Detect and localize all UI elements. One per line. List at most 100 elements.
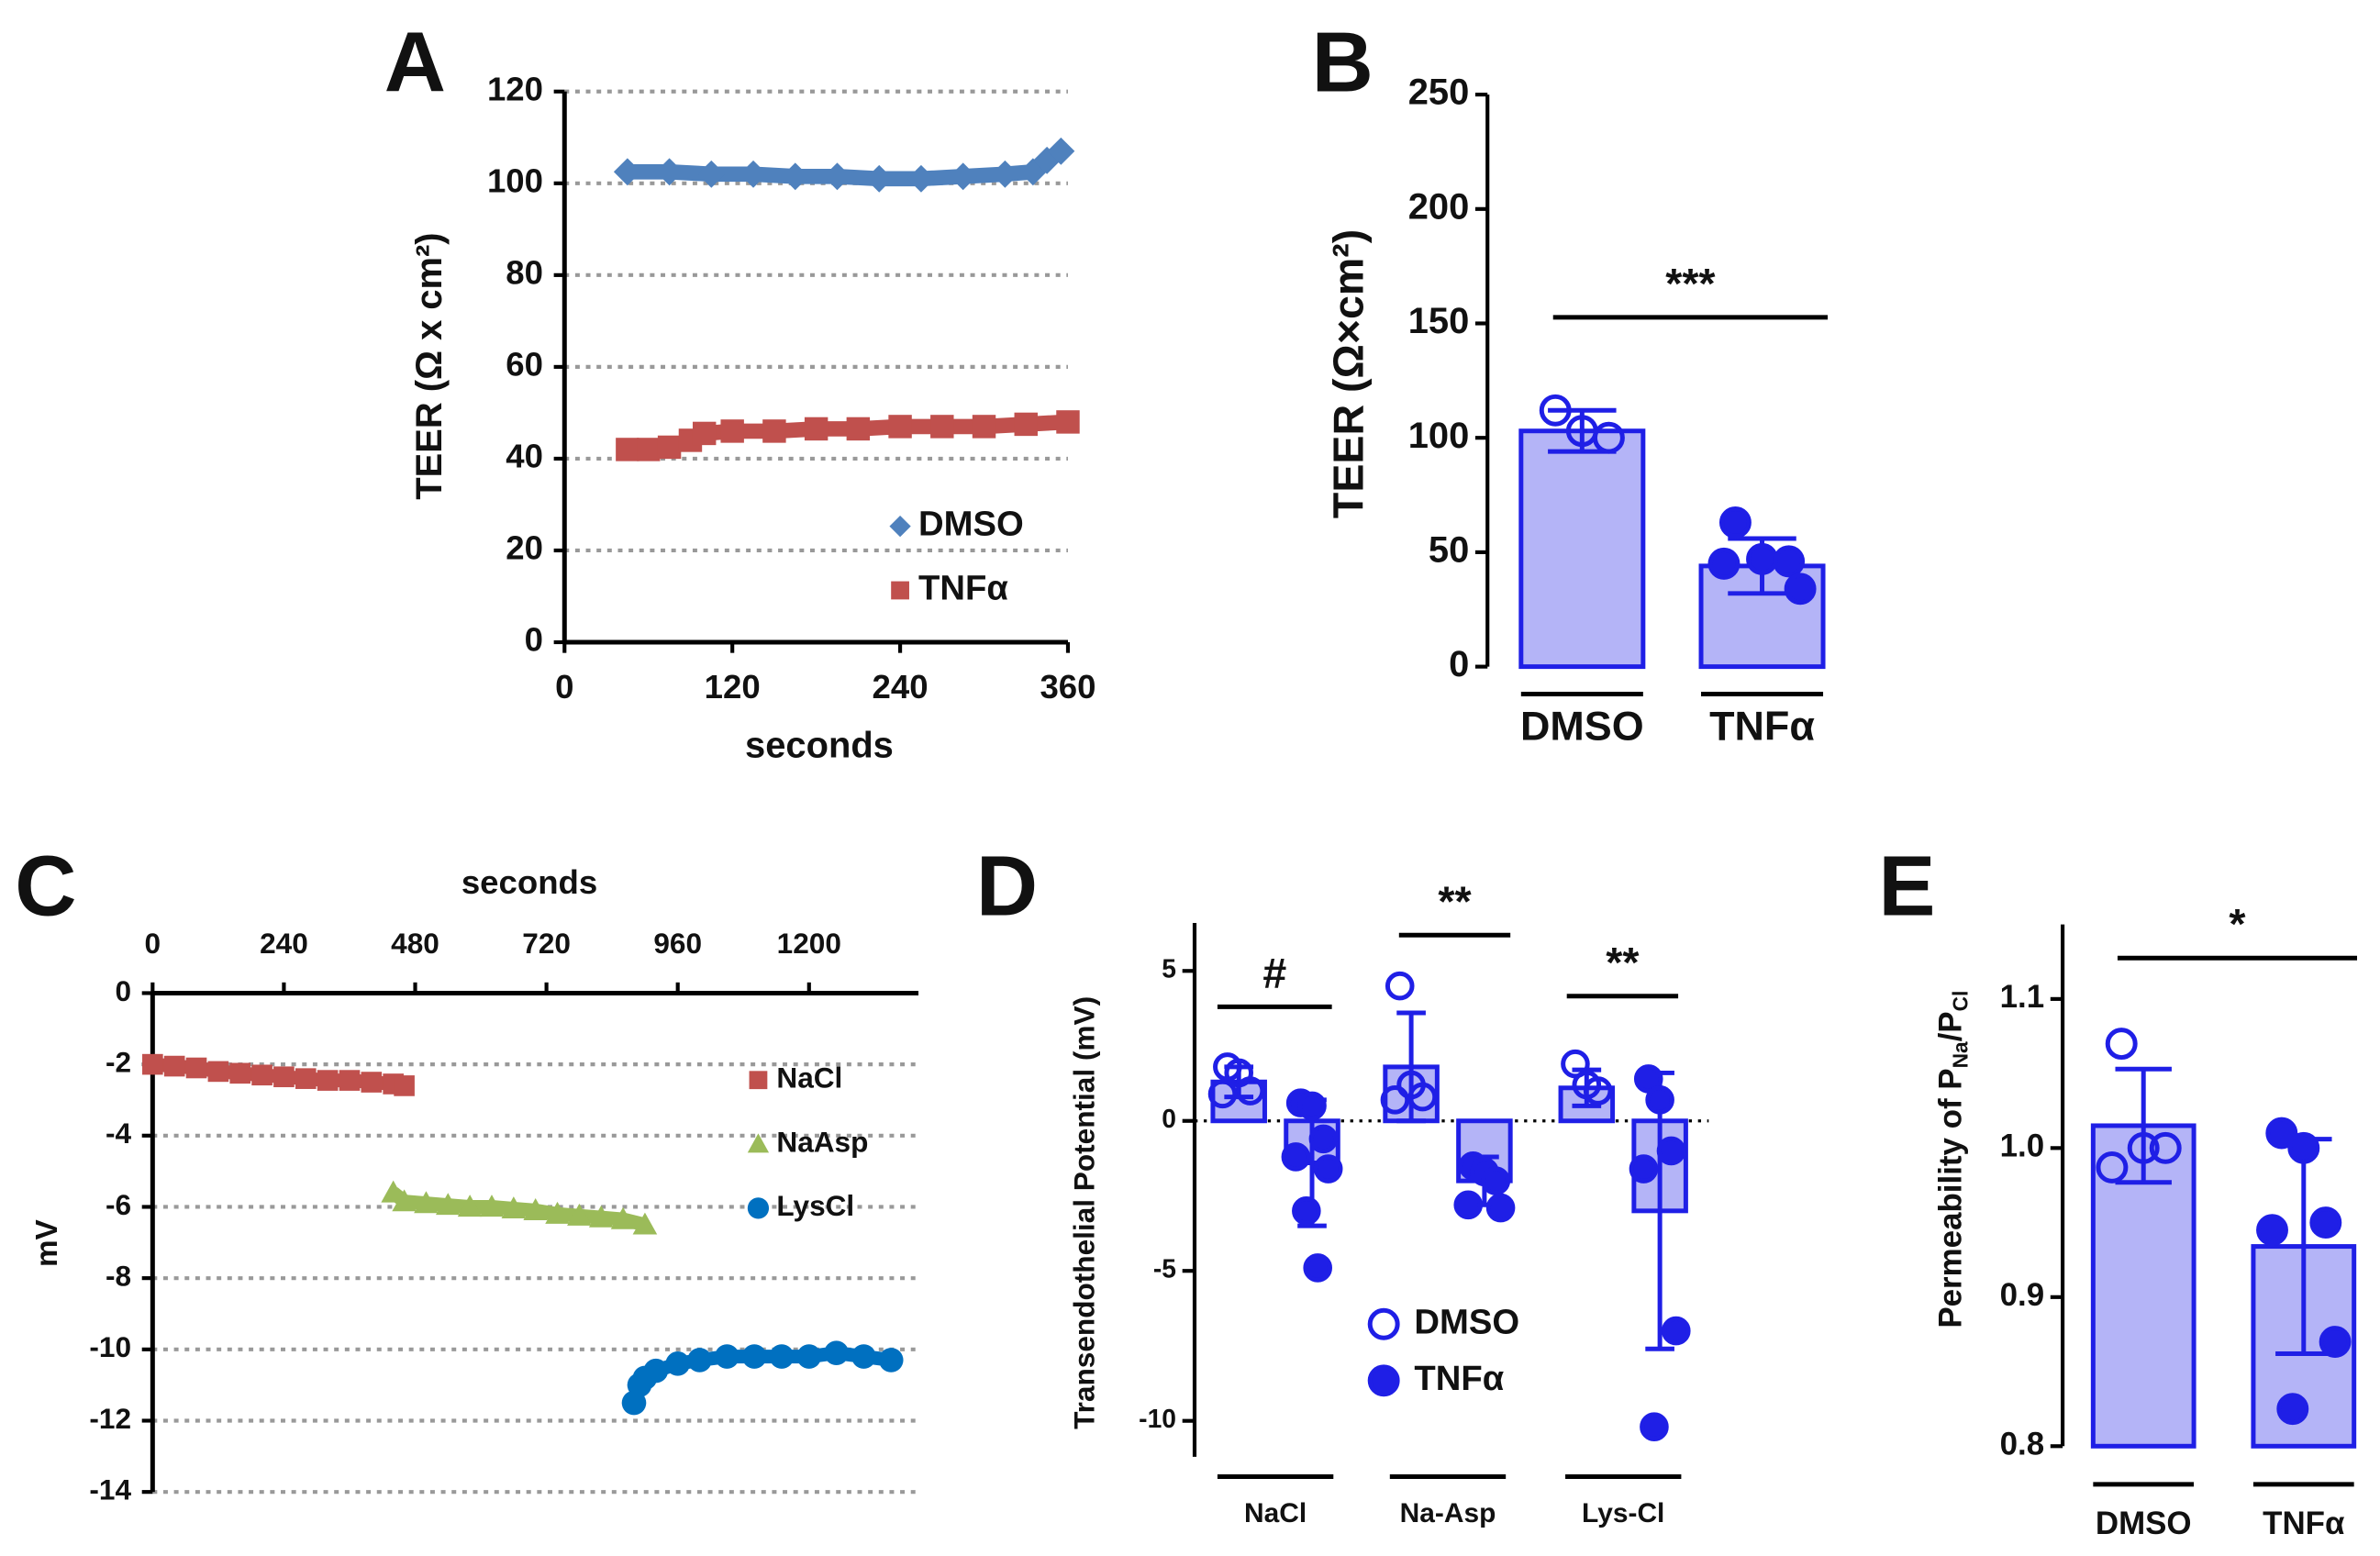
y-tick-label: -5 [1153, 1254, 1176, 1284]
data-point [1718, 506, 1752, 539]
panel-label: C [15, 838, 76, 933]
marker [657, 435, 682, 460]
legend-label: DMSO [918, 505, 1024, 544]
marker [295, 1068, 317, 1089]
x-tick-label: 720 [522, 927, 571, 960]
marker [632, 1212, 658, 1235]
data-point [1380, 1085, 1410, 1115]
x-tick-label: 240 [873, 668, 929, 706]
data-point [1629, 1154, 1659, 1184]
marker [392, 1189, 417, 1212]
marker [394, 1075, 415, 1096]
marker [824, 1340, 849, 1366]
y-tick-label: -4 [106, 1117, 132, 1150]
y-tick-label: 100 [1408, 416, 1470, 456]
data-point [1481, 1166, 1511, 1195]
data-point [1407, 1082, 1438, 1112]
marker [273, 1066, 295, 1088]
x-tick-label: Na-Asp [1400, 1498, 1496, 1528]
y-tick-label: -10 [89, 1330, 131, 1363]
marker [435, 1193, 461, 1216]
marker [1014, 412, 1038, 437]
data-point [1640, 1412, 1669, 1442]
y-tick-label: 0.9 [2000, 1277, 2045, 1313]
marker [692, 421, 717, 446]
legend-marker [1367, 1364, 1400, 1397]
x-tick-label: DMSO [1520, 703, 1644, 750]
marker [889, 516, 911, 538]
data-point [1292, 1196, 1321, 1226]
marker [588, 1205, 614, 1228]
significance-label: * [2229, 900, 2246, 948]
panel-label: B [1312, 14, 1374, 109]
y-tick-label: 1.0 [2000, 1128, 2045, 1164]
label-part: /P [1933, 1011, 1969, 1041]
data-point [1485, 1193, 1516, 1223]
y-tick-label: 100 [487, 161, 543, 199]
marker [229, 1062, 251, 1084]
y-axis-label: mV [30, 1219, 64, 1267]
y-tick-label: 60 [506, 346, 543, 383]
data-point [1565, 415, 1598, 448]
marker [655, 158, 684, 186]
subscript: Cl [1948, 991, 1972, 1012]
marker [665, 1351, 690, 1376]
data-point [1281, 1142, 1311, 1172]
y-tick-label: 5 [1162, 954, 1176, 984]
marker [381, 1180, 406, 1203]
x-tick-label: 240 [260, 927, 308, 960]
y-tick-label: 0 [525, 621, 543, 659]
y-axis-label: TEER (Ω×cm²) [1325, 229, 1373, 518]
marker [749, 1071, 768, 1090]
marker [741, 1344, 767, 1369]
marker [610, 1206, 636, 1229]
data-point [1313, 1154, 1343, 1184]
marker [762, 419, 786, 443]
marker [740, 160, 768, 188]
label-part: Permeability of P [1933, 1068, 1969, 1328]
marker [142, 1053, 163, 1075]
marker [720, 419, 744, 443]
x-tick-label: 120 [705, 668, 761, 706]
marker [747, 1133, 770, 1153]
marker [972, 415, 996, 439]
marker [891, 581, 909, 600]
marker [697, 160, 726, 188]
marker [851, 1344, 876, 1369]
y-tick-label: 120 [487, 70, 543, 107]
significance-label: *** [1665, 260, 1716, 307]
legend-label: DMSO [1414, 1302, 1519, 1341]
marker [769, 1344, 795, 1369]
y-tick-label: -8 [106, 1259, 131, 1292]
data-point [1385, 971, 1415, 1001]
marker [804, 417, 829, 441]
marker [637, 438, 661, 461]
y-tick-label: 250 [1408, 72, 1470, 113]
panel-label: D [976, 838, 1038, 933]
marker [501, 1196, 527, 1219]
x-tick-label: 360 [1040, 668, 1095, 706]
marker [878, 1348, 904, 1373]
marker [361, 1072, 383, 1093]
data-point [1583, 1076, 1613, 1106]
data-point [2105, 1028, 2138, 1061]
y-tick-label: 0 [1449, 644, 1469, 684]
marker [317, 1070, 339, 1091]
marker [1047, 137, 1075, 165]
y-tick-label: 200 [1408, 186, 1470, 227]
marker [949, 162, 977, 191]
y-tick-label: 80 [506, 254, 543, 292]
data-point [1453, 1190, 1484, 1220]
y-axis-label: Transendothelial Potential (mV) [1067, 996, 1100, 1429]
data-point [2309, 1206, 2342, 1239]
y-tick-label: 0 [1162, 1104, 1176, 1133]
significance-label: # [1262, 949, 1286, 996]
marker [991, 160, 1019, 188]
marker [865, 164, 894, 193]
marker [339, 1070, 361, 1091]
data-point [2276, 1393, 2309, 1426]
data-point [1297, 1091, 1327, 1121]
data-point [1746, 542, 1778, 575]
legend-label: TNFα [918, 569, 1008, 608]
